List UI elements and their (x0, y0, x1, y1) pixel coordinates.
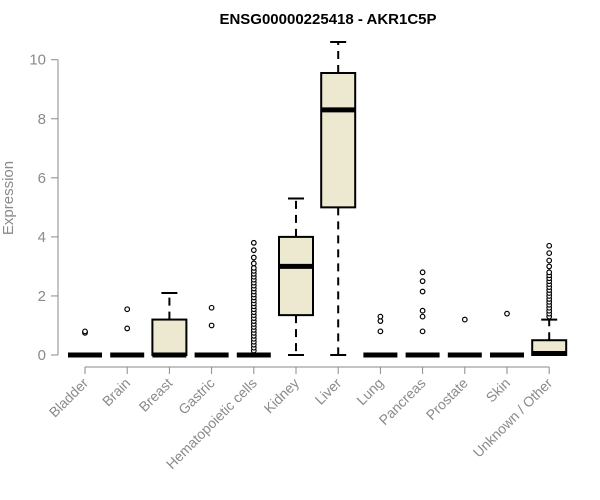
outlier-point (250, 260, 257, 267)
x-tick-label: Kidney (261, 375, 303, 417)
outlier-point (419, 313, 426, 320)
outlier-point (419, 307, 426, 314)
outlier-point (208, 322, 215, 329)
outlier-point (546, 250, 553, 257)
y-tick-label: 0 (38, 347, 46, 364)
outlier-point (419, 269, 426, 276)
box-rect (278, 235, 314, 317)
box-lung (363, 313, 398, 358)
y-axis-label: Expression (0, 161, 17, 235)
box-liver (320, 41, 357, 356)
x-tick-label: Liver (312, 375, 345, 408)
y-tick-label: 6 (38, 170, 46, 187)
x-tick-label: Prostate (423, 375, 471, 423)
outlier-point (82, 328, 88, 335)
box-hematopoietic-cells (236, 239, 271, 358)
x-tick-label: Skin (483, 375, 514, 406)
outlier-point (504, 310, 510, 317)
x-tick-label: Unknown / Other (470, 375, 556, 461)
outlier-point (377, 328, 384, 335)
y-tick-label: 4 (38, 229, 46, 246)
outlier-point (546, 269, 553, 276)
outlier-point (546, 263, 553, 270)
outlier-point (419, 278, 426, 285)
box-pancreas (405, 269, 440, 358)
outlier-point (250, 247, 257, 254)
outlier-point (377, 313, 384, 320)
box-series (68, 41, 568, 358)
box-breast (151, 291, 188, 358)
outlier-point (546, 242, 553, 249)
x-tick-label: Bladder (46, 375, 92, 421)
x-tick-label: Pancreas (376, 375, 429, 428)
outlier-point (124, 306, 131, 313)
outlier-point (546, 257, 553, 264)
outlier-point (124, 325, 131, 332)
x-tick-label: Brain (99, 375, 133, 409)
box-unknown-other (531, 242, 568, 357)
outlier-point (461, 316, 468, 323)
y-tick-label: 10 (29, 52, 46, 69)
box-skin (490, 310, 524, 358)
box-gastric (194, 304, 229, 358)
y-tick-label: 2 (38, 288, 46, 305)
box-prostate (447, 316, 482, 358)
y-axis: 0 2 4 6 8 10 (29, 52, 59, 364)
chart-title: ENSG00000225418 - AKR1C5P (219, 11, 436, 28)
x-tick-label: Lung (353, 375, 386, 408)
outlier-point (250, 239, 257, 246)
box-rect (320, 72, 357, 209)
outlier-point (419, 288, 426, 295)
box-bladder (68, 328, 102, 358)
x-tick-label: Breast (136, 375, 176, 415)
outlier-point (208, 304, 215, 311)
box-rect (151, 318, 188, 357)
outlier-point (250, 254, 257, 261)
box-brain (110, 306, 145, 358)
y-tick-label: 8 (38, 111, 46, 128)
outlier-point (419, 328, 426, 335)
box-kidney (278, 197, 314, 356)
